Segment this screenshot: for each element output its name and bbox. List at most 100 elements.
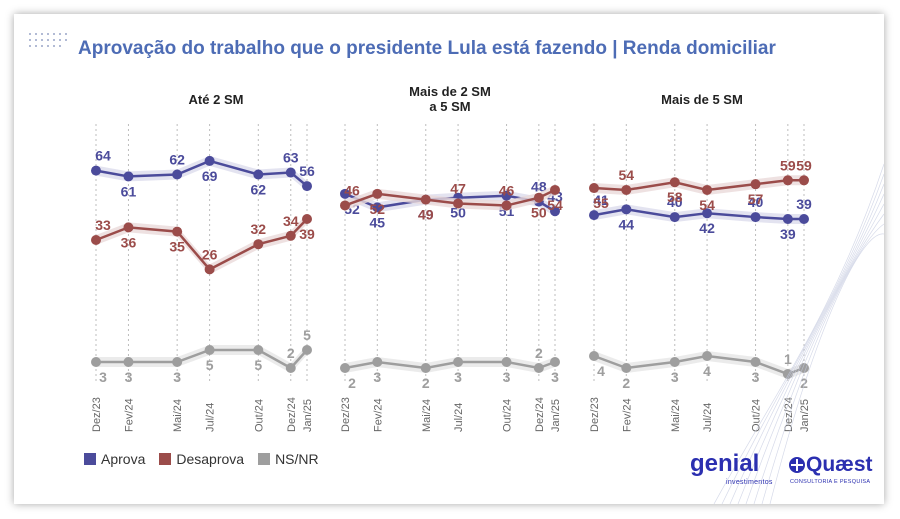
legend-label-ns: NS/NR	[275, 451, 319, 467]
data-point	[589, 351, 599, 361]
legend-item-aprova: Aprova	[84, 451, 145, 467]
data-label: 3	[99, 369, 107, 385]
data-label: 34	[283, 213, 299, 229]
series-band-desaprova	[594, 175, 804, 195]
line-charts: Dez/23 Fev/24 Mai/24 Jul/24 Out/24 Dez/24 Jan/…	[91, 124, 884, 504]
data-point	[172, 357, 183, 367]
data-label: 4	[703, 363, 711, 379]
data-label: 54	[547, 197, 563, 213]
decorative-wave	[745, 203, 884, 504]
decorative-wave	[721, 173, 884, 504]
data-point	[782, 214, 793, 224]
data-label: 4	[597, 363, 605, 379]
data-point	[533, 363, 544, 373]
data-point	[340, 188, 350, 199]
x-tick-label: Dez/23	[340, 397, 352, 432]
data-point	[621, 184, 632, 195]
x-tick-label: Fev/24	[372, 398, 384, 432]
data-point	[253, 345, 264, 355]
data-point	[702, 351, 713, 361]
data-label: 5	[206, 357, 214, 373]
decorative-wave	[769, 233, 884, 504]
data-point	[799, 214, 809, 224]
page-title: Aprovação do trabalho que o presidente L…	[78, 38, 776, 59]
data-label: 39	[780, 226, 796, 242]
data-label: 26	[202, 246, 218, 262]
data-point	[589, 210, 599, 221]
data-point	[550, 184, 560, 195]
data-point	[372, 202, 383, 213]
data-point	[453, 198, 464, 209]
quaest-logo: Quæst	[806, 453, 873, 476]
series-band-nsnr	[594, 351, 804, 379]
x-tick-label: Fev/24	[621, 398, 633, 432]
data-label: 5	[303, 327, 311, 343]
data-point	[702, 184, 713, 195]
data-label: 63	[283, 150, 299, 166]
data-point	[340, 200, 350, 211]
data-label: 61	[121, 183, 137, 199]
data-label: 50	[450, 205, 466, 221]
data-point	[204, 264, 215, 275]
data-point	[750, 179, 761, 190]
decorative-wave	[753, 213, 884, 504]
legend-item-desaprova: Desaprova	[159, 451, 244, 467]
data-label: 2	[800, 375, 808, 391]
data-point	[123, 171, 134, 182]
x-tick-label: Out/24	[253, 399, 265, 432]
data-label: 3	[125, 369, 133, 385]
x-tick-label: Mai/24	[421, 399, 433, 432]
slide: Aprovação do trabalho que o presidente L…	[14, 14, 884, 504]
x-tick-label: Jan/25	[799, 399, 811, 432]
legend-label-desaprova: Desaprova	[176, 451, 245, 467]
legend-swatch-desaprova	[159, 453, 172, 465]
decorative-wave	[737, 193, 884, 504]
decorative-wave	[729, 183, 884, 504]
data-label: 59	[780, 157, 796, 173]
x-tick-label: Mai/24	[172, 399, 184, 432]
legend-swatch-ns	[258, 453, 271, 465]
data-label: 2	[287, 345, 295, 361]
data-label: 62	[251, 181, 267, 197]
data-label: 46	[344, 182, 360, 198]
data-point	[799, 175, 809, 186]
data-point	[750, 212, 761, 223]
data-label: 58	[667, 189, 683, 205]
x-tick-label: Out/24	[502, 399, 514, 432]
data-label: 40	[748, 194, 764, 210]
data-label: 5	[254, 357, 262, 373]
data-point	[340, 363, 350, 373]
data-label: 52	[370, 201, 386, 217]
data-point	[91, 357, 101, 367]
data-point	[669, 177, 680, 188]
data-point	[204, 345, 215, 355]
data-label: 3	[752, 369, 760, 385]
data-label: 69	[202, 168, 218, 184]
x-tick-label: Mai/24	[670, 399, 682, 432]
quaest-logo-subtitle: CONSULTORIA E PESQUISA	[790, 479, 871, 485]
data-label: 39	[299, 226, 315, 242]
data-point	[669, 212, 680, 223]
data-label: 49	[418, 207, 434, 223]
data-label: 47	[450, 181, 466, 197]
data-label: 64	[95, 148, 111, 164]
data-label: 39	[796, 196, 812, 212]
data-point	[420, 363, 431, 373]
genial-logo: genial	[690, 450, 760, 477]
data-label: 50	[531, 205, 547, 221]
x-tick-label: Jan/25	[550, 399, 562, 432]
data-label: 3	[454, 369, 462, 385]
genial-logo-subtitle: investimentos	[726, 479, 773, 486]
x-tick-label: Dez/23	[589, 397, 601, 432]
data-point	[501, 190, 512, 201]
data-point	[501, 357, 512, 367]
data-point	[123, 222, 134, 233]
x-tick-label: Dez/24	[286, 397, 298, 432]
data-point	[621, 363, 632, 373]
data-point	[750, 357, 761, 367]
data-point	[372, 188, 383, 199]
data-point	[550, 206, 560, 217]
data-point	[302, 345, 312, 355]
data-label: 62	[169, 151, 185, 167]
legend-swatch-aprova	[84, 453, 96, 465]
